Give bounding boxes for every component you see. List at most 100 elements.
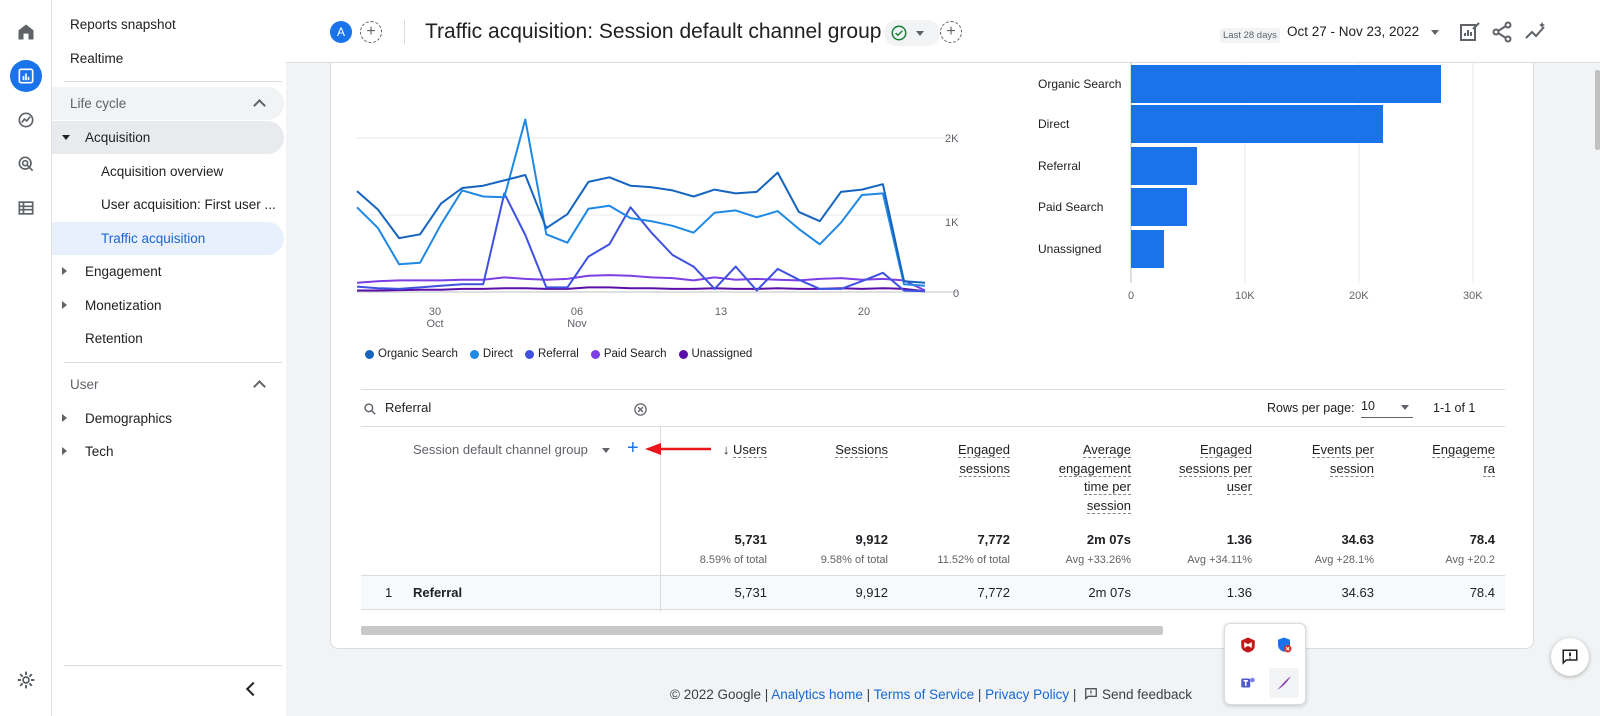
add-dimension-plus-icon[interactable]: + bbox=[627, 437, 639, 459]
column-header[interactable]: ↓ Users bbox=[723, 441, 767, 460]
column-header[interactable]: Average engagement time per session bbox=[1058, 441, 1131, 515]
nav-label: Monetization bbox=[85, 298, 162, 313]
security-shield-icon[interactable] bbox=[1269, 630, 1299, 660]
comparison-avatar[interactable]: A bbox=[330, 21, 352, 43]
column-header[interactable]: Engaged sessions bbox=[957, 441, 1010, 478]
reports-icon[interactable] bbox=[10, 60, 42, 92]
share-icon[interactable] bbox=[1490, 20, 1514, 44]
page-title: Traffic acquisition: Session default cha… bbox=[425, 20, 882, 43]
legend-label: Direct bbox=[482, 348, 513, 360]
column-header[interactable]: Engaged sessions per user bbox=[1179, 441, 1252, 497]
configure-icon[interactable] bbox=[10, 192, 42, 224]
x-tick-month: Oct bbox=[426, 318, 444, 330]
settings-gear-icon[interactable] bbox=[10, 664, 42, 696]
nav-user-acquisition[interactable]: User acquisition: First user ... bbox=[52, 188, 284, 221]
dropdown-caret-icon bbox=[916, 30, 924, 36]
legend-item[interactable]: Direct bbox=[469, 348, 513, 360]
nav-demographics[interactable]: Demographics bbox=[52, 402, 284, 435]
column-header[interactable]: Engageme ra bbox=[1432, 441, 1495, 478]
nav-reports-snapshot[interactable]: Reports snapshot bbox=[52, 8, 284, 41]
nav-monetization[interactable]: Monetization bbox=[52, 289, 284, 322]
nav-engagement[interactable]: Engagement bbox=[52, 255, 284, 288]
table-search-input[interactable]: Referral bbox=[385, 400, 432, 415]
bar-organic-search[interactable] bbox=[1131, 65, 1441, 103]
row-index: 1 bbox=[385, 585, 393, 600]
terms-link[interactable]: Terms of Service bbox=[873, 687, 975, 702]
column-divider bbox=[660, 576, 661, 611]
pen-tool-icon[interactable] bbox=[1269, 668, 1299, 698]
home-icon[interactable] bbox=[10, 16, 42, 48]
data-table: Session default channel group + 1 ↓ User… bbox=[361, 427, 1505, 612]
nav-traffic-acquisition[interactable]: Traffic acquisition bbox=[52, 222, 284, 255]
bar-referral[interactable] bbox=[1131, 147, 1197, 185]
nav-section-user[interactable]: User bbox=[52, 368, 284, 401]
column-total-comparison: Avg +34.11% bbox=[1187, 554, 1252, 566]
line-chart bbox=[356, 118, 959, 293]
nav-label: Acquisition bbox=[85, 130, 151, 145]
legend-item[interactable]: Unassigned bbox=[678, 348, 753, 360]
nav-tech[interactable]: Tech bbox=[52, 435, 284, 468]
legend-dot bbox=[365, 349, 374, 359]
column-total-comparison: 8.59% of total bbox=[699, 554, 767, 566]
row-dimension-value[interactable]: Referral bbox=[413, 585, 463, 600]
caret-down-icon bbox=[62, 135, 70, 140]
bar-x-tick-label: 10K bbox=[1235, 290, 1255, 302]
x-tick-label: 20 bbox=[852, 306, 876, 318]
nav-section-life-cycle[interactable]: Life cycle bbox=[52, 87, 284, 120]
dropdown-caret-icon bbox=[1401, 405, 1409, 410]
table-cell: 78.4 bbox=[1469, 585, 1495, 600]
chevron-up-icon bbox=[253, 380, 266, 393]
legend-item[interactable]: Paid Search bbox=[590, 348, 667, 360]
column-header-label: user bbox=[1226, 479, 1252, 495]
horizontal-scrollbar[interactable] bbox=[361, 626, 1163, 635]
system-tray-popup bbox=[1224, 623, 1306, 705]
send-feedback-link[interactable]: Send feedback bbox=[1101, 687, 1193, 702]
vertical-scrollbar[interactable] bbox=[1595, 70, 1600, 150]
legend-item[interactable]: Organic Search bbox=[365, 348, 458, 360]
nav-acquisition-overview[interactable]: Acquisition overview bbox=[52, 155, 284, 188]
privacy-link[interactable]: Privacy Policy bbox=[985, 687, 1070, 702]
teams-icon[interactable] bbox=[1233, 668, 1263, 698]
series-line-paid-search[interactable] bbox=[356, 274, 926, 292]
column-total: 5,731 bbox=[734, 532, 767, 547]
bar-direct[interactable] bbox=[1131, 105, 1383, 143]
date-range-picker[interactable]: Oct 27 - Nov 23, 2022 bbox=[1287, 24, 1439, 39]
column-header-label: Engageme bbox=[1432, 442, 1495, 458]
series-line-organic-search[interactable] bbox=[356, 171, 926, 284]
column-header-label: Engaged bbox=[1199, 442, 1252, 458]
nav-label: Acquisition overview bbox=[101, 164, 224, 179]
add-comparison-icon[interactable]: + bbox=[360, 21, 382, 43]
add-filter-icon[interactable]: + bbox=[940, 21, 962, 43]
legend-label: Unassigned bbox=[691, 348, 753, 360]
y-tick-label: 0 bbox=[953, 288, 960, 300]
report-status-dropdown[interactable] bbox=[884, 20, 940, 46]
advertising-icon[interactable] bbox=[10, 148, 42, 180]
nav-retention[interactable]: Retention bbox=[52, 322, 284, 355]
column-header-label: session bbox=[1329, 460, 1374, 477]
bar-x-tick-label: 20K bbox=[1349, 290, 1369, 302]
nav-label: Retention bbox=[85, 331, 143, 346]
column-header[interactable]: Sessions bbox=[835, 441, 888, 460]
sort-descending-icon: ↓ bbox=[722, 442, 734, 457]
column-header[interactable]: Events per session bbox=[1311, 441, 1374, 478]
column-total-comparison: 11.52% of total bbox=[937, 554, 1010, 566]
feedback-fab-button[interactable] bbox=[1551, 638, 1589, 676]
nav-realtime[interactable]: Realtime bbox=[52, 42, 284, 75]
explore-icon[interactable] bbox=[10, 104, 42, 136]
bar-unassigned[interactable] bbox=[1131, 230, 1164, 268]
clear-search-icon[interactable] bbox=[633, 402, 648, 417]
table-row[interactable]: Referral 1 5,731 9,912 7,772 2m 07s 1.36 34.63 7… bbox=[361, 575, 1505, 611]
rows-per-page-select[interactable]: 10 bbox=[1361, 396, 1413, 418]
customize-report-icon[interactable] bbox=[1458, 20, 1482, 44]
analytics-home-link[interactable]: Analytics home bbox=[771, 687, 863, 702]
series-line-direct[interactable] bbox=[356, 118, 926, 287]
dimension-header[interactable]: Session default channel group bbox=[413, 442, 610, 457]
insights-icon[interactable] bbox=[1524, 20, 1548, 44]
nav-acquisition[interactable]: Acquisition bbox=[52, 121, 284, 154]
mcafee-icon[interactable] bbox=[1233, 630, 1263, 660]
table-cell: 34.63 bbox=[1341, 585, 1374, 600]
column-header-label: ra bbox=[1483, 460, 1495, 477]
collapse-nav-chevron-icon[interactable] bbox=[245, 681, 261, 697]
bar-paid-search[interactable] bbox=[1131, 188, 1187, 226]
legend-item[interactable]: Referral bbox=[524, 348, 579, 360]
